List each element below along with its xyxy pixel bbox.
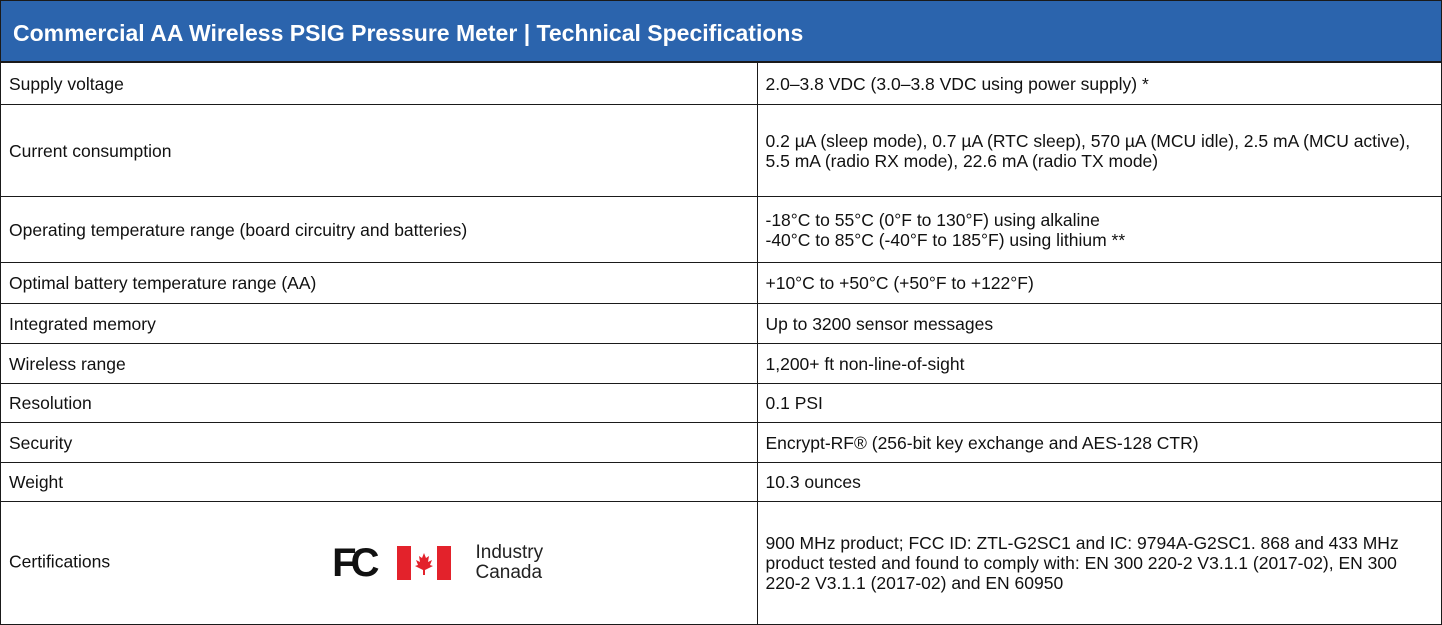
fc-logo: FC xyxy=(332,540,379,585)
cell-text: 0.2 µA (sleep mode), 0.7 µA (RTC sleep),… xyxy=(765,130,1411,171)
spec-value: Up to 3200 sensor messages xyxy=(756,303,1441,344)
spec-value: 0.1 PSI xyxy=(756,383,1441,423)
spec-label: Integrated memory xyxy=(1,303,758,344)
spec-row: Resolution 0.1 PSI xyxy=(1,383,1441,423)
cell-text: +10°C to +50°C (+50°F to +122°F) xyxy=(765,273,1034,293)
spec-value: Encrypt-RF® (256-bit key exchange and AE… xyxy=(756,422,1441,463)
spec-label: Supply voltage xyxy=(1,62,758,105)
cell-text: Optimal battery temperature range (AA) xyxy=(9,273,317,293)
cell-text: 1,200+ ft non-line-of-sight xyxy=(765,353,965,374)
spec-label: Operating temperature range (board circu… xyxy=(1,196,758,263)
spec-label: Wireless range xyxy=(1,343,758,384)
spec-row: Current consumption 0.2 µA (sleep mode), … xyxy=(1,104,1441,197)
cell-text: 10.3 ounces xyxy=(765,472,861,492)
logos: FC Industry Canada xyxy=(332,540,544,585)
cell-line: -18°C to 55°C (0°F to 130°F) using alkal… xyxy=(765,209,1100,230)
header-title: Commercial AA Wireless PSIG Pressure Met… xyxy=(1,1,1441,62)
cell-line: -40°C to 85°C (-40°F to 185°F) using lit… xyxy=(765,229,1126,250)
spec-label: Optimal battery temperature range (AA) xyxy=(1,262,758,304)
spec-value: +10°C to +50°C (+50°F to +122°F) xyxy=(756,262,1441,304)
cell-text: Resolution xyxy=(9,393,92,413)
ic-line: Industry xyxy=(475,541,544,563)
cell-text: Operating temperature range (board circu… xyxy=(9,219,468,240)
spec-value: 2.0–3.8 VDC (3.0–3.8 VDC using power sup… xyxy=(756,62,1441,105)
spec-value: 1,200+ ft non-line-of-sight xyxy=(756,343,1441,384)
flag-icon xyxy=(397,545,452,580)
canada-flag xyxy=(397,545,452,580)
spec-value: 10.3 ounces xyxy=(756,462,1441,502)
cell-text: 2.0–3.8 VDC (3.0–3.8 VDC using power sup… xyxy=(765,73,1149,94)
spec-row: Operating temperature range (board circu… xyxy=(1,196,1441,263)
spec-label: Current consumption xyxy=(1,104,758,197)
cell-text: Supply voltage xyxy=(9,73,124,94)
spec-label: Weight xyxy=(1,462,758,502)
spec-value: -18°C to 55°C (0°F to 130°F) using alkal… xyxy=(756,196,1441,263)
industry-canada: Industry Canada xyxy=(475,541,544,583)
spec-value: 0.2 µA (sleep mode), 0.7 µA (RTC sleep),… xyxy=(756,104,1441,197)
spec-label: Certifications FC Industry Canada xyxy=(1,501,758,624)
cell-text: Wireless range xyxy=(9,353,126,374)
cell-text: Up to 3200 sensor messages xyxy=(765,313,994,334)
cell-text: Weight xyxy=(9,472,64,492)
cell-text: Encrypt-RF® (256-bit key exchange and AE… xyxy=(765,432,1199,453)
spec-table: Supply voltage 2.0–3.8 VDC (3.0–3.8 VDC u… xyxy=(1,62,1441,624)
cell-text: 900 MHz product; FCC ID: ZTL-G2SC1 and I… xyxy=(765,532,1399,593)
spec-value: 900 MHz product; FCC ID: ZTL-G2SC1 and I… xyxy=(756,501,1441,624)
cell-text: Current consumption xyxy=(9,140,172,161)
cell-text: Security xyxy=(9,432,73,453)
ic-line: Canada xyxy=(475,561,543,583)
spec-row: Supply voltage 2.0–3.8 VDC (3.0–3.8 VDC u… xyxy=(1,62,1441,105)
spec-row: Wireless range 1,200+ ft non-line-of-sigh… xyxy=(1,343,1441,384)
cell-text: 0.1 PSI xyxy=(765,393,823,413)
spec-row: Integrated memory Up to 3200 sensor messa… xyxy=(1,303,1441,344)
spec-row: Weight 10.3 ounces xyxy=(1,462,1441,502)
cell-text: Integrated memory xyxy=(9,313,156,334)
spec-row: Security Encrypt-RF® (256-bit key exchang… xyxy=(1,422,1441,463)
cell-text: Certifications xyxy=(9,551,111,572)
spec-label: Security xyxy=(1,422,758,463)
spec-row: Certifications FC Industry Canada 900 MHz pr… xyxy=(1,501,1441,624)
spec-label: Resolution xyxy=(1,383,758,423)
spec-row: Optimal battery temperature range (AA) +1… xyxy=(1,262,1441,304)
